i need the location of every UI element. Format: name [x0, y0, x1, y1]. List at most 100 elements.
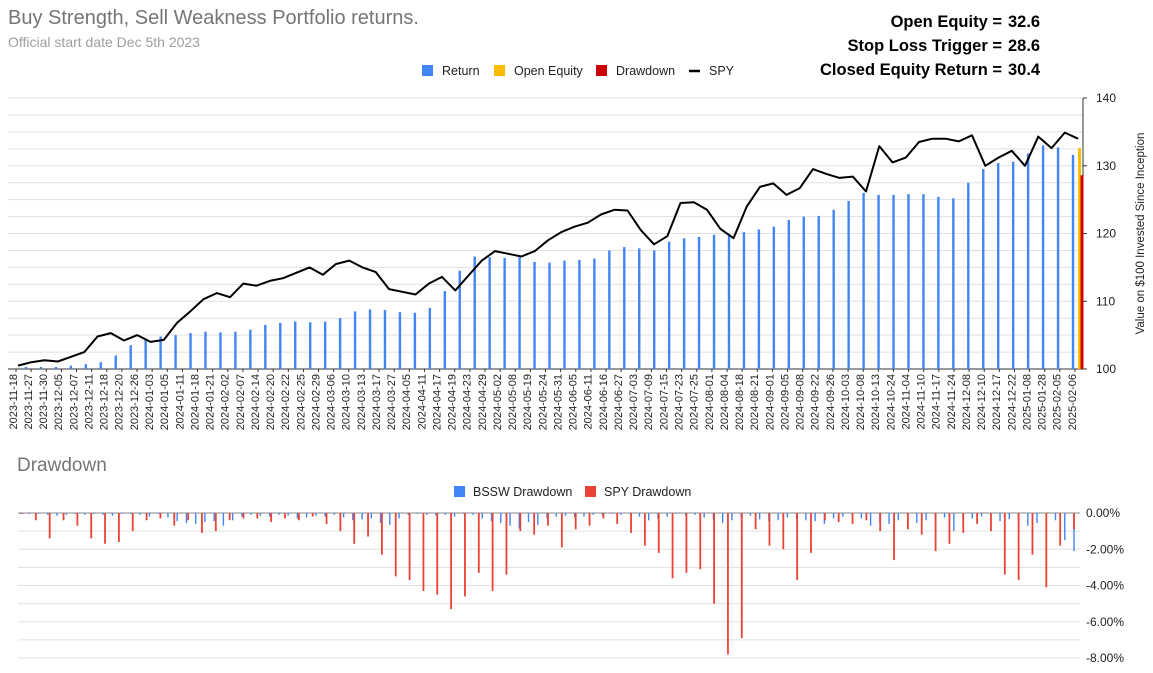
- x-tick-label: 2023-12-05: [53, 374, 65, 430]
- spy-drawdown-bar: [380, 513, 383, 555]
- chart-title: Buy Strength, Sell Weakness Portfolio re…: [8, 7, 419, 29]
- spy-drawdown-bar: [48, 513, 51, 539]
- bssw-drawdown-bar: [1064, 513, 1066, 541]
- return-bar: [847, 200, 850, 369]
- bssw-drawdown-bar: [157, 513, 160, 514]
- x-tick-label: 2024-09-05: [779, 374, 791, 430]
- x-tick-label: 2024-12-10: [976, 374, 988, 430]
- bssw-drawdown-bar: [167, 513, 169, 518]
- spy-drawdown-bar: [823, 513, 826, 521]
- bssw-drawdown-bar: [869, 513, 872, 526]
- spy-drawdown-bar: [685, 513, 688, 573]
- dd-y-tick-label: -6.00%: [1086, 615, 1124, 629]
- spy-drawdown-bar: [145, 513, 148, 521]
- spy-drawdown-bar: [782, 513, 785, 550]
- spy-drawdown-bar: [796, 513, 799, 581]
- return-bar: [279, 322, 282, 369]
- return-bar: [533, 261, 536, 369]
- bssw-drawdown-bar: [694, 513, 696, 515]
- y-tick-label: 120: [1096, 227, 1116, 241]
- bssw-drawdown-bar: [305, 513, 308, 518]
- bssw-drawdown-bar: [592, 513, 594, 515]
- spy-drawdown-bar: [159, 513, 162, 519]
- x-tick-label: 2024-02-29: [310, 374, 322, 430]
- x-tick-label: 2024-12-22: [1006, 374, 1018, 430]
- x-tick-label: 2024-06-16: [598, 374, 610, 430]
- stats-panel: Open Equity = 32.6 Stop Loss Trigger = 28.…: [820, 10, 1050, 82]
- spy-drawdown-bar: [491, 513, 494, 591]
- spy-drawdown-bar: [256, 513, 259, 519]
- bssw-drawdown-bar: [897, 513, 900, 521]
- x-tick-label: 2024-07-25: [689, 374, 701, 430]
- x-tick-label: 2024-01-18: [189, 374, 201, 430]
- spy-drawdown-bar: [879, 513, 882, 532]
- bssw-drawdown-bar: [814, 513, 816, 522]
- bssw-drawdown-bar: [638, 513, 641, 517]
- bssw-drawdown-bar: [407, 513, 410, 515]
- bssw-drawdown-bar: [250, 513, 252, 515]
- x-tick-label: 2024-11-10: [916, 374, 928, 429]
- return-bar: [727, 233, 731, 369]
- x-tick-label: 2024-09-22: [810, 374, 822, 430]
- x-tick-label: 2024-09-26: [825, 374, 837, 430]
- x-tick-label: 2024-01-11: [174, 374, 186, 429]
- spy-drawdown-bar: [630, 513, 632, 533]
- spy-drawdown-bar: [920, 513, 923, 535]
- legend-swatch: [422, 65, 433, 76]
- return-bar: [1041, 145, 1045, 369]
- x-tick-label: 2024-04-17: [431, 374, 443, 430]
- open-equity-bar: [1078, 148, 1081, 369]
- stat-closed-equity: Closed Equity Return = 30.4: [820, 58, 1050, 82]
- bssw-drawdown-bar: [435, 513, 437, 516]
- bssw-drawdown-bar: [564, 513, 567, 516]
- bssw-drawdown-bar: [259, 513, 262, 516]
- spy-drawdown-bar: [76, 513, 79, 526]
- return-bar: [264, 324, 267, 369]
- dd-legend-swatch: [585, 486, 596, 497]
- spy-drawdown-bar: [34, 513, 37, 521]
- spy-drawdown-bar: [1045, 513, 1048, 588]
- y-tick-label: 140: [1096, 91, 1116, 105]
- bssw-drawdown-bar: [999, 513, 1001, 522]
- bssw-drawdown-bar: [56, 513, 58, 516]
- spy-drawdown-bar: [851, 513, 854, 524]
- x-tick-label: 2024-10-03: [840, 374, 852, 430]
- x-tick-label: 2024-07-03: [628, 374, 640, 430]
- spy-drawdown-bar: [740, 513, 743, 639]
- spy-drawdown-bar: [533, 513, 536, 535]
- bssw-drawdown-bar: [74, 513, 77, 514]
- legend-label: Open Equity: [514, 64, 584, 78]
- bssw-drawdown-bar: [296, 513, 299, 519]
- dd-y-tick-label: 0.00%: [1086, 506, 1120, 520]
- bssw-drawdown-bar: [555, 513, 557, 517]
- spy-drawdown-bar: [242, 513, 245, 519]
- bssw-drawdown-bar: [194, 513, 197, 524]
- bssw-drawdown-bar: [971, 513, 973, 519]
- spy-drawdown-bar: [422, 513, 425, 591]
- return-bar: [473, 256, 476, 369]
- spy-drawdown-bar: [976, 513, 979, 524]
- spy-drawdown-bar: [810, 513, 812, 553]
- return-bar: [877, 194, 880, 369]
- x-tick-label: 2024-04-19: [447, 374, 459, 430]
- x-tick-label: 2024-11-04: [900, 374, 912, 429]
- return-bar: [937, 196, 940, 369]
- bssw-drawdown-bar: [370, 513, 373, 519]
- return-bar: [144, 339, 147, 369]
- spy-drawdown-bar: [893, 513, 895, 561]
- bssw-drawdown-bar: [315, 513, 317, 516]
- bssw-drawdown-bar: [749, 513, 752, 516]
- bssw-drawdown-bar: [333, 513, 336, 515]
- legend-swatch: [596, 65, 607, 76]
- dd-y-tick-label: -4.00%: [1086, 579, 1124, 593]
- x-tick-label: 2024-03-13: [356, 374, 368, 430]
- x-tick-label: 2024-05-31: [552, 374, 564, 430]
- x-tick-label: 2024-10-13: [870, 374, 882, 430]
- return-bar: [802, 216, 805, 369]
- return-bar: [817, 215, 820, 369]
- x-tick-label: 2024-03-06: [326, 374, 338, 430]
- spy-drawdown-bar: [837, 513, 840, 523]
- return-bar: [353, 311, 357, 369]
- bssw-drawdown-bar: [213, 513, 215, 522]
- x-tick-label: 2023-11-30: [38, 374, 50, 429]
